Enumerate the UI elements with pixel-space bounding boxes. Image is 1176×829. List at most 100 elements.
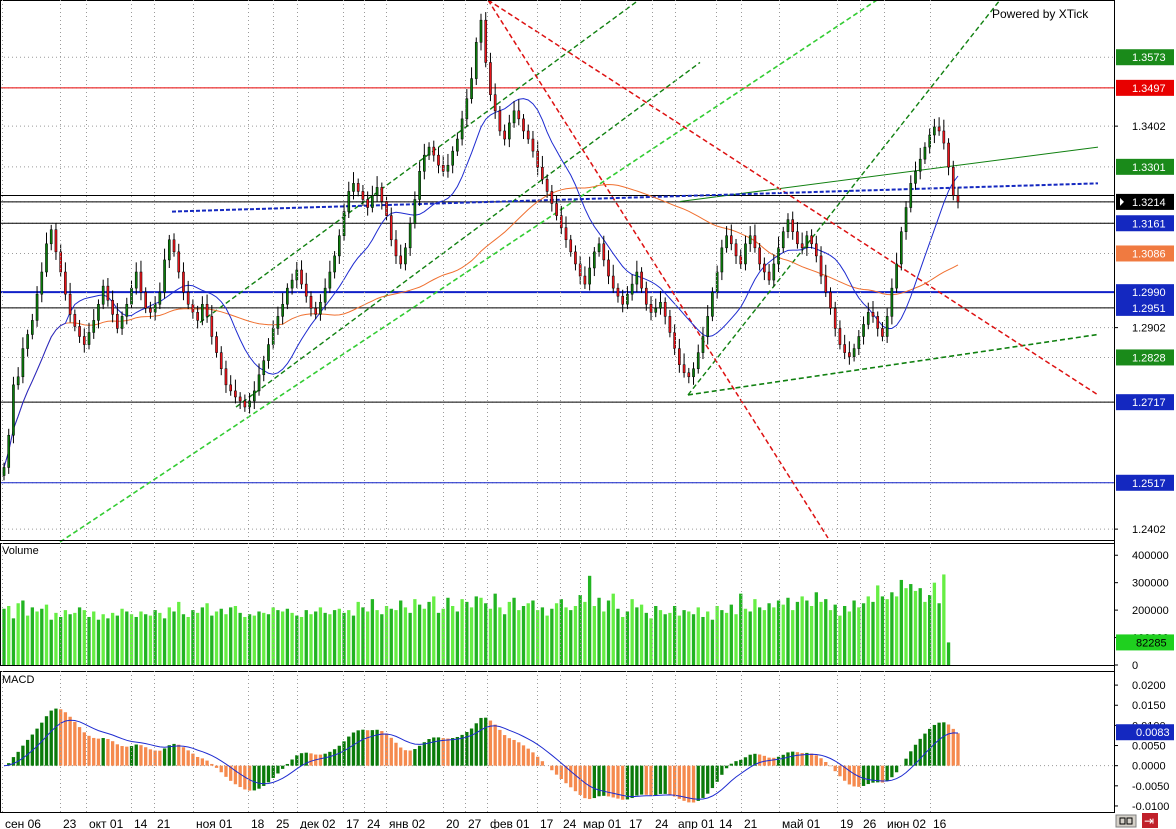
candle-body [252,390,256,402]
candle-body [286,287,289,305]
candle-body [796,231,799,245]
macd-bar [474,723,478,766]
candle-body [172,239,176,253]
candle-body [626,293,629,305]
candle-body [427,146,431,156]
macd-bar [77,727,82,766]
volume-bar [195,612,200,665]
volume-bar [153,610,157,665]
volume-bar [776,600,781,665]
volume-bar [115,615,119,665]
volume-bar [200,607,205,665]
candle-body [630,283,634,295]
candle-body [352,183,355,192]
candle-body [474,42,478,79]
macd-bar [956,733,960,766]
candle-body [92,320,96,333]
price-tag-bg [1116,474,1174,491]
candle-body [928,134,931,148]
volume-bar [162,618,167,665]
macd-bar [583,765,587,799]
macd-bar [328,751,332,766]
macd-bar [748,754,752,766]
candle-body [885,316,889,337]
macd-bar [285,763,290,766]
volume-bar [403,607,408,665]
volume-bar [295,615,299,665]
candle-body [366,199,369,208]
volume-bar [11,618,16,665]
volume-bar [2,608,6,665]
macd-bar [446,738,450,766]
volume-bar [540,607,545,665]
candle-body [314,308,318,315]
candle-body [720,247,724,273]
macd-bar [592,765,596,799]
macd-bar [672,765,677,797]
volume-bar [880,596,885,665]
volume-bar [16,603,20,665]
candle-body [134,271,138,289]
candle-body [267,344,270,361]
volume-bar [805,600,809,665]
macd-bar [932,724,937,766]
volume-bar [757,607,762,665]
macd-bar [701,765,705,798]
candle-body [465,98,469,120]
price-tag-1.3214: 1.3214 [1132,197,1166,209]
volume-bar [106,618,110,665]
macd-bar [587,765,592,800]
macd-bar [885,765,889,781]
volume-bar [654,606,658,665]
volume-bar [35,611,39,665]
macd-bar [417,745,422,766]
macd-bar [205,760,209,766]
volume-bar [828,610,833,665]
price-tag-1.3573: 1.3573 [1132,52,1166,64]
candle-body [522,118,525,132]
exit-icon[interactable]: ⇥ [1142,813,1158,828]
x-label-20: апр 01 [678,817,715,829]
candle-body [843,344,846,353]
candle-body [158,291,162,305]
volume-bar [219,608,223,665]
x-label-8: дек 02 [300,817,336,829]
candle-body [663,301,667,317]
volume-bar [63,610,68,665]
candle-body [890,287,894,317]
macd-bar [909,751,913,766]
toggle-icon[interactable] [1115,814,1137,828]
macd-bar [852,765,856,787]
macd-bar [720,765,724,775]
volume-bar [621,616,625,665]
macd-bar [621,765,625,800]
x-label-12: 20 [446,817,460,829]
macd-bar [724,765,729,769]
trend-navy-dashed [171,182,1099,213]
volume-bar [918,588,922,665]
macd-bar [309,753,313,766]
candle-body [116,314,119,329]
candle-body [848,352,851,357]
volume-bar [44,604,49,665]
macd-pane[interactable]: MACD [0,674,1114,803]
macd-bar [772,757,776,766]
candle-body [715,271,719,293]
macd-bar [455,736,460,766]
volume-bar [7,606,11,665]
volume-pane[interactable]: Volume [2,545,951,665]
volume-bar [266,614,271,665]
candle-body [460,118,464,140]
macd-bar [465,731,469,766]
x-label-6: 18 [251,817,265,829]
candle-body [786,219,790,232]
candle-body [45,243,48,273]
macd-bar [115,744,119,766]
volume-bar [550,608,554,665]
price-pane[interactable] [0,0,1114,543]
volume-bar [762,610,767,665]
candle-body [281,304,284,317]
volume-bar [441,608,445,665]
volume-bar [616,608,620,665]
